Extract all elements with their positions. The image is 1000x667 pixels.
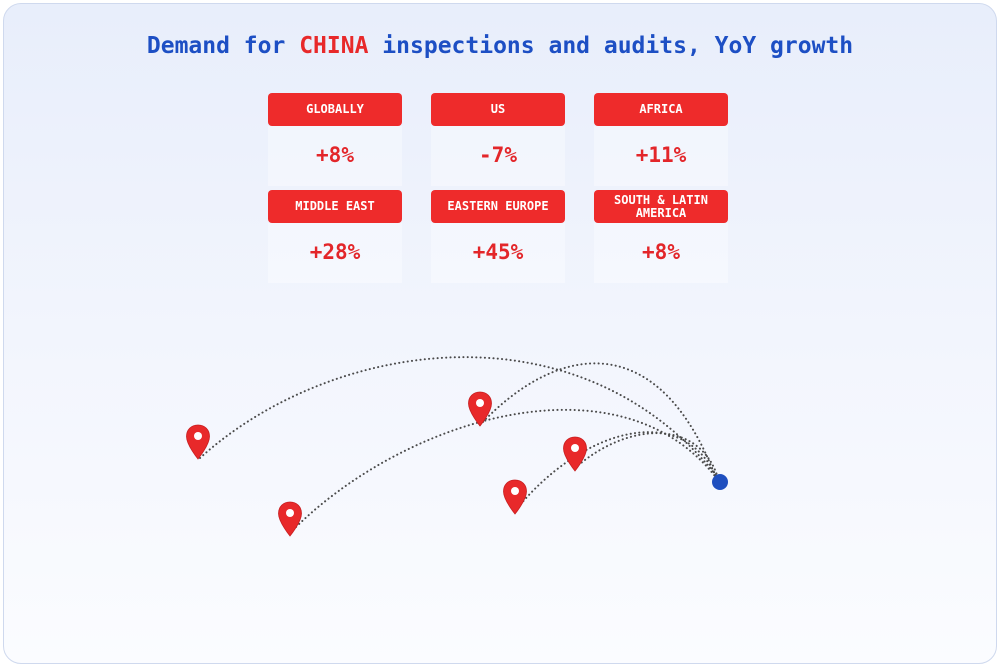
region-growth-value: +11% bbox=[635, 143, 687, 167]
region-growth-value: +45% bbox=[472, 240, 524, 264]
region-label: SOUTH & LATIN AMERICA bbox=[594, 190, 728, 223]
region-growth-value: -7% bbox=[479, 143, 517, 167]
value-panel bbox=[431, 223, 565, 283]
title-highlight: CHINA bbox=[299, 33, 369, 59]
region-stats-grid: GLOBALLY +8% US -7% AFRICA +11% MIDDLE E… bbox=[268, 93, 728, 287]
map-pin-icon bbox=[186, 424, 210, 460]
region-card-south-latin-america: SOUTH & LATIN AMERICA +8% bbox=[594, 190, 728, 287]
route-lines bbox=[199, 356, 721, 534]
region-growth-value: +8% bbox=[316, 143, 354, 167]
map-pin-icon bbox=[503, 479, 527, 515]
region-card-globally: GLOBALLY +8% bbox=[268, 93, 402, 190]
value-panel bbox=[431, 126, 565, 186]
title-prefix: Demand for bbox=[146, 33, 300, 59]
value-panel bbox=[268, 126, 402, 186]
route-line bbox=[289, 408, 719, 534]
value-panel bbox=[594, 223, 728, 283]
region-card-us: US -7% bbox=[431, 93, 565, 190]
route-line bbox=[574, 432, 719, 479]
map-pin-icon bbox=[468, 391, 492, 427]
region-label: MIDDLE EAST bbox=[268, 190, 402, 223]
region-label: EASTERN EUROPE bbox=[431, 190, 565, 223]
route-line bbox=[479, 362, 717, 479]
map-pin-icon bbox=[563, 436, 587, 472]
region-label: US bbox=[431, 93, 565, 126]
value-panel bbox=[268, 223, 402, 283]
map-pin-icon bbox=[278, 501, 302, 537]
region-label: GLOBALLY bbox=[268, 93, 402, 126]
region-card-africa: AFRICA +11% bbox=[594, 93, 728, 190]
region-card-eastern-europe: EASTERN EUROPE +45% bbox=[431, 190, 565, 287]
origin-dot bbox=[712, 474, 728, 490]
region-card-middle-east: MIDDLE EAST +28% bbox=[268, 190, 402, 287]
route-line bbox=[199, 356, 721, 481]
title-suffix: inspections and audits, YoY growth bbox=[368, 33, 854, 59]
region-growth-value: +8% bbox=[642, 240, 680, 264]
region-growth-value: +28% bbox=[309, 240, 361, 264]
value-panel bbox=[594, 126, 728, 186]
route-line bbox=[514, 431, 717, 512]
page-title: Demand for CHINA inspections and audits,… bbox=[0, 33, 1000, 59]
region-label: AFRICA bbox=[594, 93, 728, 126]
